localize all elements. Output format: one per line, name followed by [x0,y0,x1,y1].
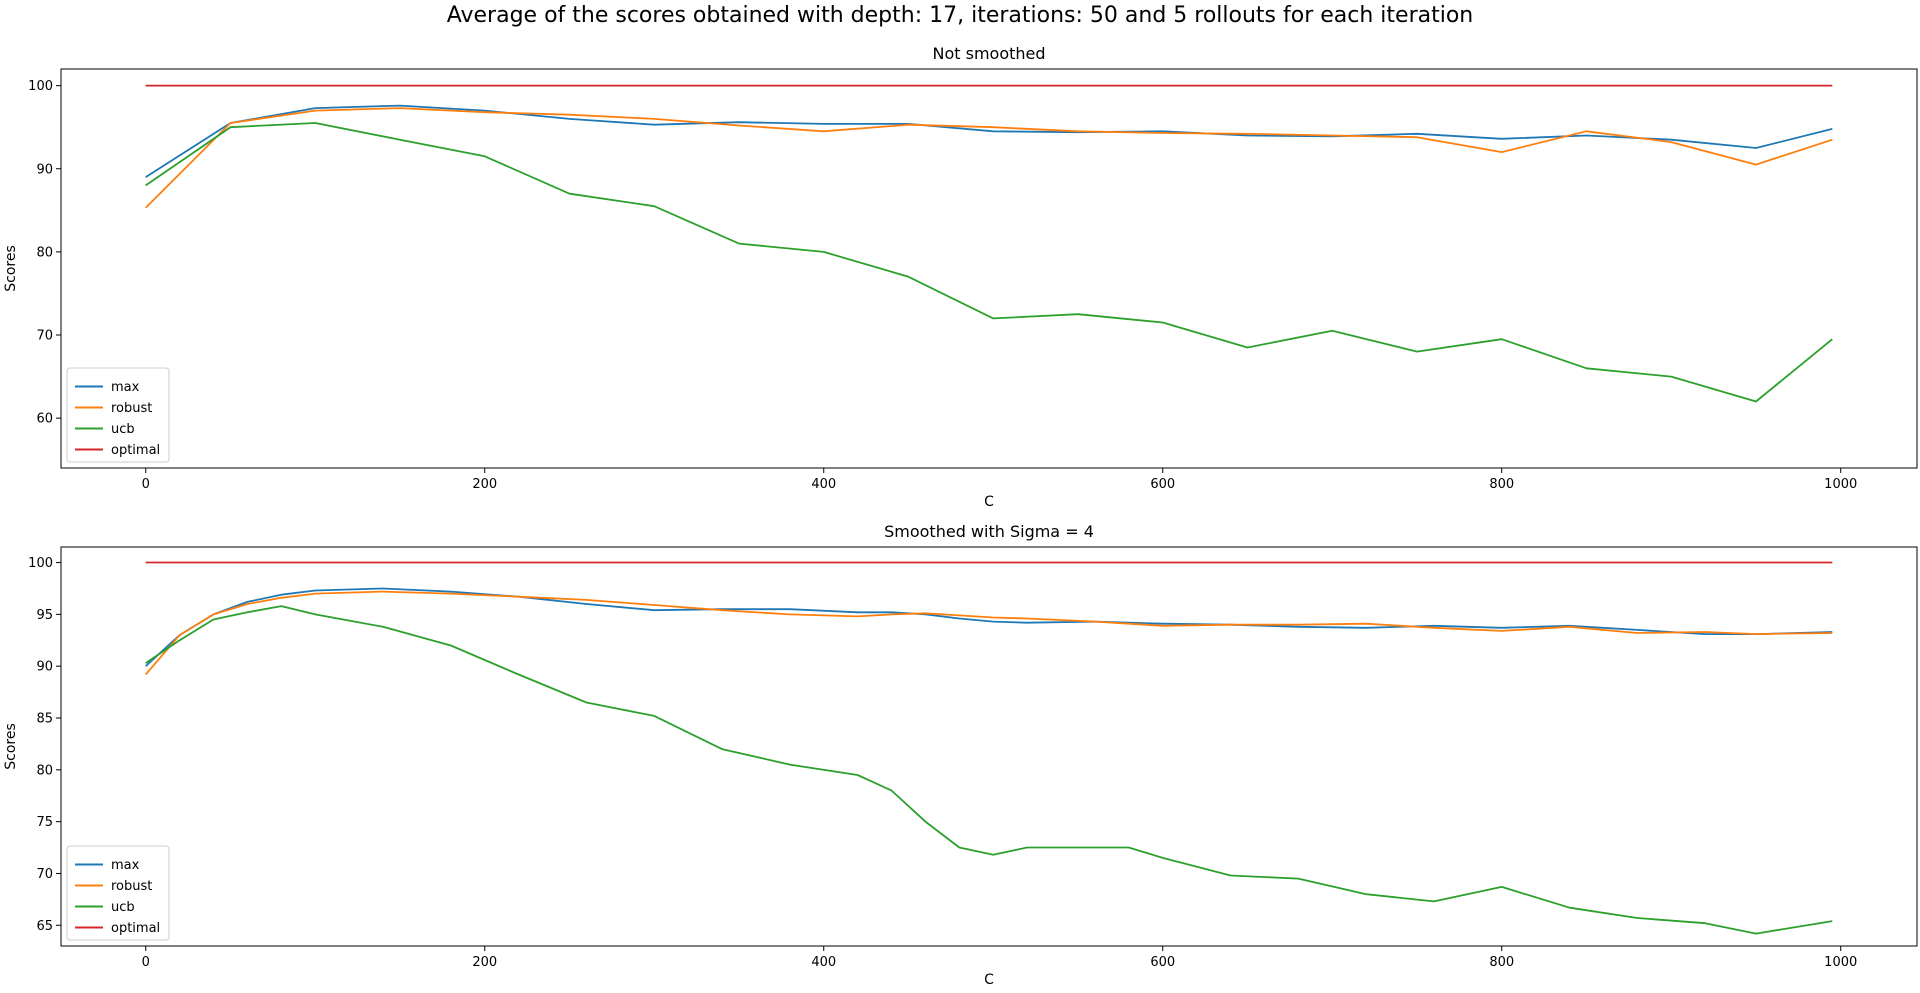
y-tick-label: 60 [36,412,53,427]
legend-label-max: max [111,858,140,873]
x-tick-label: 0 [142,477,150,492]
series-line-ucb [145,605,1833,935]
y-tick-label: 70 [36,867,53,882]
x-tick-label: 600 [1150,955,1175,970]
x-tick-label: 0 [142,955,150,970]
legend-label-robust: robust [111,879,152,894]
x-tick-label: 800 [1489,477,1514,492]
y-tick-label: 75 [36,815,53,830]
series-line-max [145,104,1833,178]
legend-label-optimal: optimal [111,921,160,936]
legend-label-optimal: optimal [111,443,160,458]
y-tick-label: 70 [36,329,53,344]
y-tick-label: 80 [36,245,53,260]
legend: max robust ucb optimal [66,367,170,463]
figure-suptitle: Average of the scores obtained with dept… [447,3,1474,28]
x-tick-label: 200 [472,477,497,492]
x-tick-label: 800 [1489,955,1514,970]
y-tick-label: 90 [36,162,53,177]
y-tick-label: 90 [36,660,53,675]
legend: max robust ucb optimal [66,845,170,941]
y-tick-label: 95 [36,608,53,623]
chart-smoothed: Smoothed with Sigma = 4 0 200 400 600 800 1000… [3,522,1918,988]
plot-frame [60,546,1918,947]
y-tick-label: 85 [36,712,53,727]
plot-frame [60,68,1918,469]
series-line-max [145,587,1833,667]
y-tick-label: 80 [36,763,53,778]
x-axis-label: C [984,972,994,988]
y-axis-label: Scores [3,723,19,770]
y-tick-label: 100 [28,556,53,571]
y-axis-label: Scores [3,245,19,292]
x-tick-label: 400 [811,955,836,970]
chart-title: Smoothed with Sigma = 4 [884,522,1094,541]
series-line-robust [145,590,1833,676]
legend-label-ucb: ucb [111,900,135,915]
legend-label-ucb: ucb [111,422,135,437]
legend-box [66,367,170,463]
x-tick-label: 1000 [1824,955,1857,970]
y-tick-label: 65 [36,919,53,934]
legend-label-max: max [111,380,140,395]
x-tick-label: 200 [472,955,497,970]
series-line-ucb [145,122,1833,403]
x-tick-label: 400 [811,477,836,492]
x-tick-label: 600 [1150,477,1175,492]
legend-box [66,845,170,941]
chart-title: Not smoothed [932,44,1045,63]
x-axis-label: C [984,494,994,510]
series-line-robust [145,107,1833,209]
y-tick-label: 100 [28,79,53,94]
chart-not-smoothed: Not smoothed 0 200 400 600 800 1000 60 70 80 90 100… [3,44,1918,510]
x-tick-label: 1000 [1824,477,1857,492]
legend-label-robust: robust [111,401,152,416]
